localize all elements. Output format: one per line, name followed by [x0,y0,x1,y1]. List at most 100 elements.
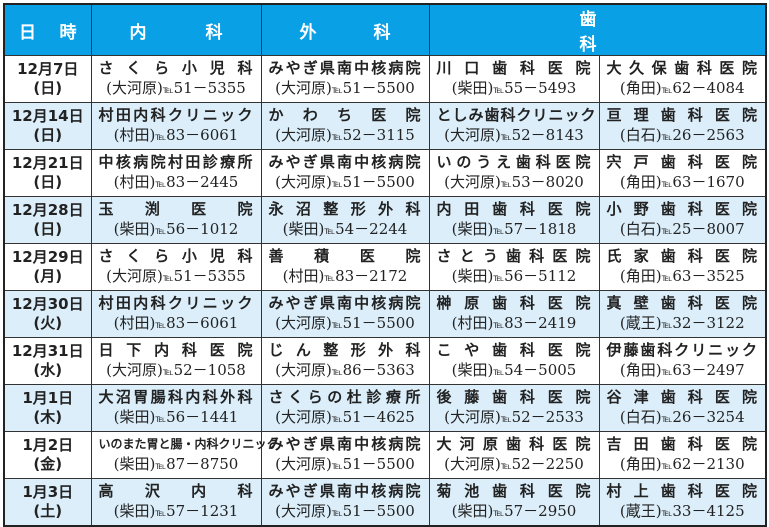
clinic-contact: (大河原)℡51－4625 [269,407,422,430]
date: 12月29日 [11,248,84,266]
phone-number[interactable]: 51－5500 [342,78,415,97]
clinic-area: (村田) [113,172,156,191]
phone-number[interactable]: 57－1818 [504,219,577,238]
dental1-clinic-cell: 内田歯科医院 (柴田)℡57－1818 [428,196,600,244]
table-row: 12月14日 (日) 村田内科クリニック (村田)℡83－6061 かわち医院 … [3,102,767,150]
phone-number[interactable]: 51－5500 [342,454,415,473]
clinic-area: (角田) [619,360,662,379]
phone-number[interactable]: 26－2563 [672,125,745,144]
phone-number[interactable]: 56－1012 [166,219,239,238]
phone-number[interactable]: 52－2250 [511,454,584,473]
clinic-area: (柴田) [451,266,494,285]
phone-number[interactable]: 63－3525 [672,266,745,285]
phone-number[interactable]: 86－5363 [342,360,415,379]
clinic-area: (大河原) [275,78,332,97]
internal-clinic-cell: いのまた胃と腸・内科クリニック (柴田)℡87－8750 [90,431,279,479]
phone-number[interactable]: 52－3115 [342,125,415,144]
phone-number[interactable]: 55－5493 [504,78,577,97]
phone-number[interactable]: 33－4125 [672,501,745,520]
clinic-area: (大河原) [444,172,501,191]
tel-label: ℡ [155,460,167,472]
clinic-area: (柴田) [113,501,156,520]
phone-number[interactable]: 54－2244 [335,219,408,238]
phone-number[interactable]: 52－1058 [173,360,246,379]
phone-number[interactable]: 83－2445 [166,172,239,191]
clinic-area: (角田) [619,454,662,473]
clinic-area: (村田) [282,266,325,285]
date: 1月2日 [22,436,74,454]
date-cell: 12月31日 (水) [3,337,92,385]
tel-label: ℡ [162,366,174,378]
tel-label: ℡ [500,460,512,472]
clinic-area: (柴田) [451,219,494,238]
clinic-contact: (大河原)℡51－5500 [269,78,422,101]
phone-number[interactable]: 51－4625 [342,407,415,426]
phone-number[interactable]: 51－5500 [342,501,415,520]
clinic-area: (大河原) [275,125,332,144]
tel-label: ℡ [324,272,336,284]
internal-clinic-cell: さくら小児科 (大河原)℡51－5355 [90,55,262,103]
clinic-area: (大河原) [275,360,332,379]
phone-number[interactable]: 56－1441 [166,407,239,426]
clinic-name: 伊藤歯科クリニック [606,340,759,359]
weekday: (日) [33,79,63,97]
tel-label: ℡ [500,131,512,143]
phone-number[interactable]: 56－5112 [504,266,577,285]
clinic-area: (角田) [619,172,662,191]
clinic-name: 大沼胃腸科内科外科 [98,387,254,406]
phone-number[interactable]: 51－5500 [342,172,415,191]
phone-number[interactable]: 57－1231 [166,501,239,520]
tel-label: ℡ [661,413,673,425]
phone-number[interactable]: 51－5355 [173,266,246,285]
tel-label: ℡ [500,178,512,190]
clinic-name: 後藤歯科医院 [436,387,592,406]
clinic-contact: (蔵王)℡32－3122 [607,313,759,336]
date-cell: 12月28日 (日) [3,196,92,244]
tel-label: ℡ [155,507,167,519]
phone-number[interactable]: 25－8007 [672,219,745,238]
clinic-name: 亘理歯科医院 [606,105,759,124]
header-dental-label: 歯 科 [579,10,597,55]
weekday: (土) [33,502,63,520]
phone-number[interactable]: 54－5005 [504,360,577,379]
tel-label: ℡ [155,131,167,143]
phone-number[interactable]: 62－2130 [672,454,745,473]
clinic-contact: (村田)℡83－6061 [99,313,254,336]
clinic-area: (大河原) [444,454,501,473]
phone-number[interactable]: 83－6061 [166,313,239,332]
date: 12月14日 [11,107,84,125]
weekday: (日) [33,220,63,238]
phone-number[interactable]: 52－2533 [511,407,584,426]
phone-number[interactable]: 63－2497 [672,360,745,379]
date-cell: 12月21日 (日) [3,149,92,197]
clinic-contact: (白石)℡26－3254 [607,407,759,430]
dental2-clinic-cell: 宍戸歯科医院 (角田)℡63－1670 [598,149,767,197]
table-row: 1月3日 (土) 高沢内科 (柴田)℡57－1231 みやぎ県南中核病院 (大河… [3,478,767,527]
clinic-area: (大河原) [275,313,332,332]
phone-number[interactable]: 51－5500 [342,313,415,332]
phone-number[interactable]: 62－4084 [672,78,745,97]
weekday: (日) [33,126,63,144]
phone-number[interactable]: 83－2419 [504,313,577,332]
phone-number[interactable]: 83－6061 [166,125,239,144]
phone-number[interactable]: 83－2172 [335,266,408,285]
clinic-name: 玉渕医院 [98,199,254,218]
clinic-area: (大河原) [275,172,332,191]
clinic-area: (白石) [619,125,662,144]
clinic-contact: (大河原)℡51－5355 [99,266,254,289]
header-row: 日 時 内 科 外 科 歯 科 [3,3,767,56]
phone-number[interactable]: 32－3122 [672,313,745,332]
phone-number[interactable]: 87－8750 [166,454,239,473]
header-internal: 内 科 [90,3,262,56]
phone-number[interactable]: 26－3254 [672,407,745,426]
phone-number[interactable]: 53－8020 [511,172,584,191]
phone-number[interactable]: 51－5355 [173,78,246,97]
internal-clinic-cell: 中核病院村田診療所 (村田)℡83－2445 [90,149,262,197]
phone-number[interactable]: 63－1670 [672,172,745,191]
phone-number[interactable]: 52－8143 [511,125,584,144]
tel-label: ℡ [331,460,343,472]
tel-label: ℡ [155,225,167,237]
tel-label: ℡ [155,178,167,190]
clinic-area: (大河原) [275,454,332,473]
phone-number[interactable]: 57－2950 [504,501,577,520]
